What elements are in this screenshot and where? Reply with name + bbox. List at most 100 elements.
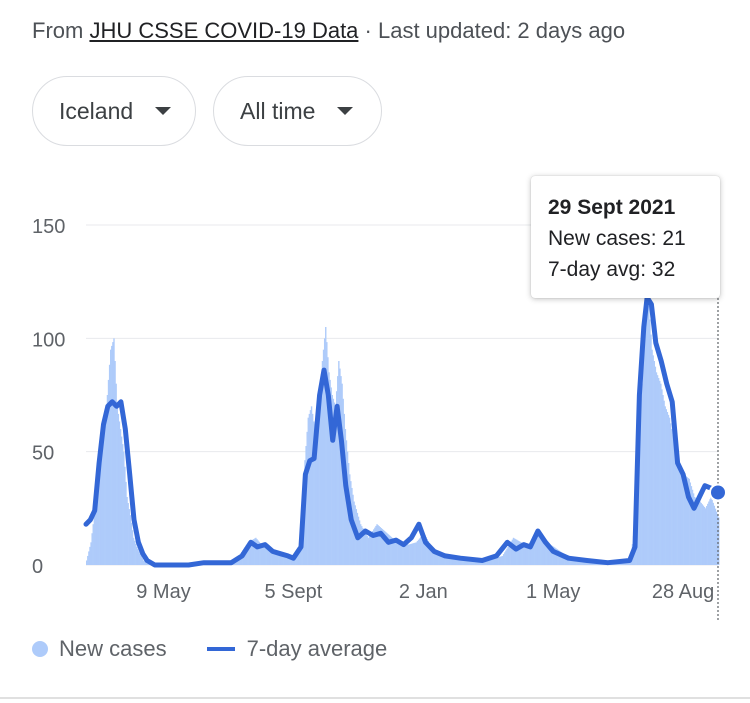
new-cases-bar [87,555,89,565]
y-tick-label: 100 [32,329,65,351]
new-cases-bar [709,499,711,565]
new-cases-bar [115,383,117,565]
new-cases-bar [691,489,694,565]
new-cases-bar [140,555,142,565]
new-cases-bar [146,562,148,565]
new-cases-bar [456,556,458,565]
new-cases-bar [710,497,712,565]
new-cases-bar [129,515,132,565]
new-cases-bar [120,436,123,565]
new-cases-legend-label: New cases [59,636,167,661]
last-updated-text: · Last updated: 2 days ago [358,18,626,43]
new-cases-bar [555,548,557,565]
new-cases-bar [715,511,718,565]
new-cases-bar [507,546,509,565]
new-cases-bar [542,538,544,565]
new-cases-bar [661,389,663,565]
new-cases-bar [718,517,720,565]
seven-day-average-line [83,295,721,568]
new-cases-bar [135,543,137,565]
new-cases-bar [653,361,655,565]
new-cases-bar [261,545,264,565]
new-cases-bar [295,553,297,565]
new-cases-bar [314,429,316,565]
new-cases-bar [328,372,330,565]
new-cases-bar [103,429,105,565]
new-cases-bar [711,499,713,565]
new-cases-bar [326,342,328,565]
new-cases-bar [676,457,678,565]
new-cases-bar [460,556,462,565]
new-cases-bar [686,477,688,565]
new-cases-bar [683,474,685,565]
new-cases-bar [376,524,378,565]
new-cases-bar [93,515,96,565]
y-tick-label: 50 [32,443,54,465]
tooltip-new-cases: New cases: 21 [548,227,686,250]
new-cases-bar [712,502,714,565]
avg-legend-label: 7-day average [246,636,388,661]
new-cases-bar [100,463,102,565]
new-cases-bar [687,477,689,565]
new-cases-bar [553,546,555,565]
new-cases-bar [413,542,415,565]
new-cases-bar [649,319,651,565]
new-cases-bar [108,364,111,565]
new-cases-bar [124,466,126,565]
new-cases-bar [358,520,361,565]
new-cases-bar [433,548,435,565]
y-axis-ticks: 0 50 100 150 [32,216,65,578]
new-cases-bar [415,542,418,565]
new-cases-bar [388,534,390,565]
new-cases-bar [313,421,315,565]
new-cases-bar [113,338,115,565]
new-cases-bar [402,542,404,565]
new-cases-bar [325,327,327,565]
new-cases-bar [250,540,253,565]
new-cases-bar [409,544,411,565]
new-cases-bar [367,537,370,565]
new-cases-bar [366,535,368,565]
new-cases-bar [363,530,365,565]
new-cases-bar [112,342,114,565]
time-range-dropdown-label: All time [240,97,316,124]
new-cases-bar [674,446,676,565]
new-cases-bar [139,553,141,565]
new-cases-bar [421,535,423,565]
new-cases-bar [640,398,642,565]
new-cases-bar [484,560,486,565]
source-link[interactable]: JHU CSSE COVID-19 Data [89,18,359,43]
new-cases-bar [680,469,683,565]
new-cases-bar [265,548,267,565]
new-cases-bar [438,553,440,565]
new-cases-bar [337,376,339,565]
new-cases-bar [535,537,538,565]
new-cases-bar [462,557,464,565]
new-cases-bar [440,553,443,565]
new-cases-bar [563,553,565,565]
new-cases-bar [277,553,279,565]
new-cases-bar [681,472,684,565]
new-cases-bar [96,497,99,565]
new-cases-bar [247,542,249,565]
new-cases-bar [512,537,515,565]
y-tick-label: 150 [32,216,65,238]
time-range-dropdown[interactable]: All time [213,76,382,146]
new-cases-bar [279,553,281,565]
new-cases-bar [395,540,398,565]
new-cases-bar [282,554,284,565]
new-cases-bar [305,446,307,565]
new-cases-bar [130,522,133,565]
country-dropdown[interactable]: Iceland [32,76,196,146]
new-cases-bar [387,533,389,565]
new-cases-bar [245,545,247,565]
country-dropdown-label: Iceland [59,97,134,124]
new-cases-bar [558,550,561,565]
new-cases-bar [513,538,516,565]
new-cases-bar [136,546,138,565]
bottom-divider [0,697,750,699]
new-cases-bar [660,383,662,565]
new-cases-bar [141,558,144,565]
new-cases-bar [437,552,439,565]
